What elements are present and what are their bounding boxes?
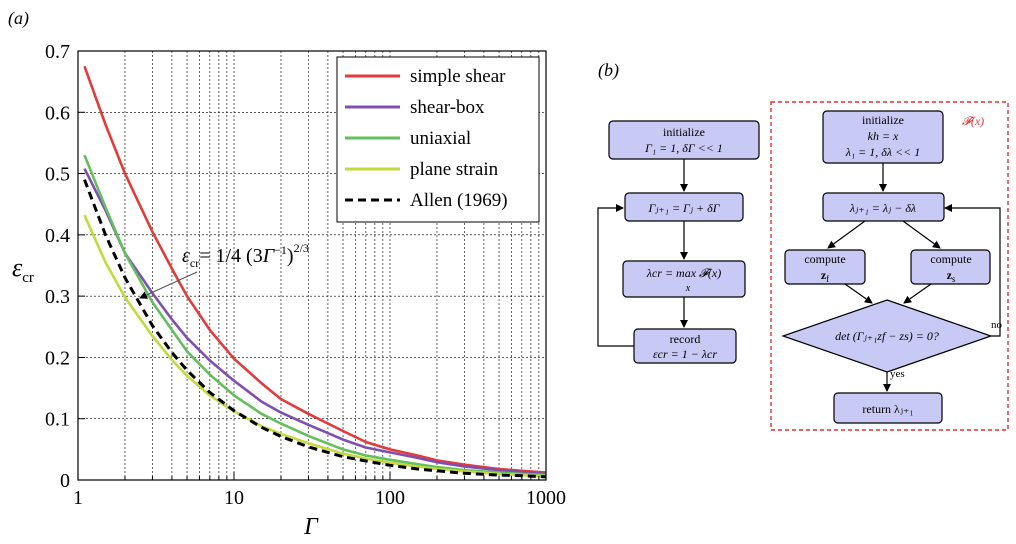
- legend-label: uniaxial: [410, 128, 471, 149]
- compute-f-box: [784, 249, 866, 285]
- y-tick-label: 0.2: [45, 347, 70, 369]
- init-lambda-value: λ₁ = 1, δλ << 1: [845, 145, 920, 159]
- compute-f-title: compute: [804, 252, 845, 266]
- init-lambda-title: initialize: [862, 113, 904, 127]
- x-tick-label: 100: [375, 487, 405, 509]
- panel-a-label: (a): [8, 8, 29, 29]
- record-title: record: [670, 332, 701, 346]
- record-value: εcr = 1 − λcr: [653, 347, 717, 361]
- y-tick-label: 0.6: [45, 102, 70, 124]
- series-line-simple-shear: [83, 65, 547, 474]
- panel-b-label: (b): [598, 60, 619, 81]
- lambda-cr-under: x: [685, 283, 691, 294]
- legend: simple shear shear-box uniaxial plane strai…: [336, 56, 540, 223]
- arrow-s-to-decision: [903, 283, 932, 304]
- arrow-f-to-decision: [844, 283, 873, 304]
- compute-f-value: zf: [821, 268, 829, 284]
- y-tick-label: 0.1: [45, 409, 70, 431]
- chart-series: [83, 65, 547, 479]
- y-tick-label: 0.5: [45, 164, 70, 186]
- legend-label: Allen (1969): [410, 190, 508, 211]
- arrow-to-compute-s: [902, 220, 941, 249]
- no-label: no: [991, 319, 1003, 331]
- compute-s-box: [910, 249, 991, 285]
- x-tick-label: 1000: [526, 487, 566, 509]
- arrow-loop-back: [597, 204, 634, 347]
- x-tick-label: 1: [73, 487, 83, 509]
- legend-label: shear-box: [410, 97, 485, 118]
- arrow-to-compute-f: [827, 220, 866, 249]
- init-gamma-title: initialize: [663, 125, 705, 139]
- y-tick-label: 0: [60, 470, 70, 492]
- compute-s-title: compute: [930, 252, 971, 266]
- decision-text: det (Γⱼ₊₁zf − zs) = 0?: [835, 329, 939, 343]
- x-axis-label: Γ: [303, 514, 319, 539]
- series-line-uniaxial: [83, 154, 547, 477]
- update-lambda-text: λⱼ₊₁ = λⱼ − δλ: [849, 201, 916, 215]
- legend-label: simple shear: [410, 66, 506, 87]
- y-tick-label: 0.4: [45, 225, 70, 247]
- plot-frame: [77, 50, 547, 481]
- return-text: return λⱼ₊₁: [862, 402, 913, 416]
- legend-label: plane strain: [410, 159, 499, 180]
- compute-s-value: zs: [947, 268, 956, 284]
- chart-ticks: 0 0.1 0.2 0.3 0.4 0.5 0.6 0.7 1 10 100 1000: [45, 41, 566, 509]
- arrow-no-loop: [944, 204, 1001, 337]
- right-flow: initialize kh = x λ₁ = 1, δλ << 1 λⱼ₊₁ =…: [781, 110, 1003, 424]
- y-tick-label: 0.3: [45, 286, 70, 308]
- left-flow: initialize Γ₁ = 1, δΓ << 1 Γⱼ₊₁ = Γⱼ + δ…: [597, 120, 760, 364]
- function-region-label: 𝓕(x): [962, 114, 984, 128]
- series-line-plane-strain: [83, 214, 547, 478]
- formula-pointer: [139, 271, 198, 299]
- x-tick-label: 10: [224, 487, 244, 509]
- function-region: [770, 101, 1009, 431]
- return-box: [833, 392, 943, 424]
- series-line-shear-box: [83, 168, 547, 476]
- lambda-cr-text: λcr = max 𝓕(x): [646, 266, 721, 280]
- series-line-allen-1969: [83, 179, 547, 479]
- update-gamma-text: Γⱼ₊₁ = Γⱼ + δΓ: [647, 201, 720, 215]
- y-tick-label: 0.7: [45, 41, 70, 63]
- y-axis-label: εcr: [12, 253, 34, 286]
- init-gamma-value: Γ₁ = 1, δΓ << 1: [644, 141, 723, 155]
- yes-label: yes: [890, 368, 905, 380]
- init-lambda-kh: kh = x: [868, 129, 899, 143]
- formula-annotation: εcr= 1/4 (3Γ−1)2/3: [182, 241, 309, 270]
